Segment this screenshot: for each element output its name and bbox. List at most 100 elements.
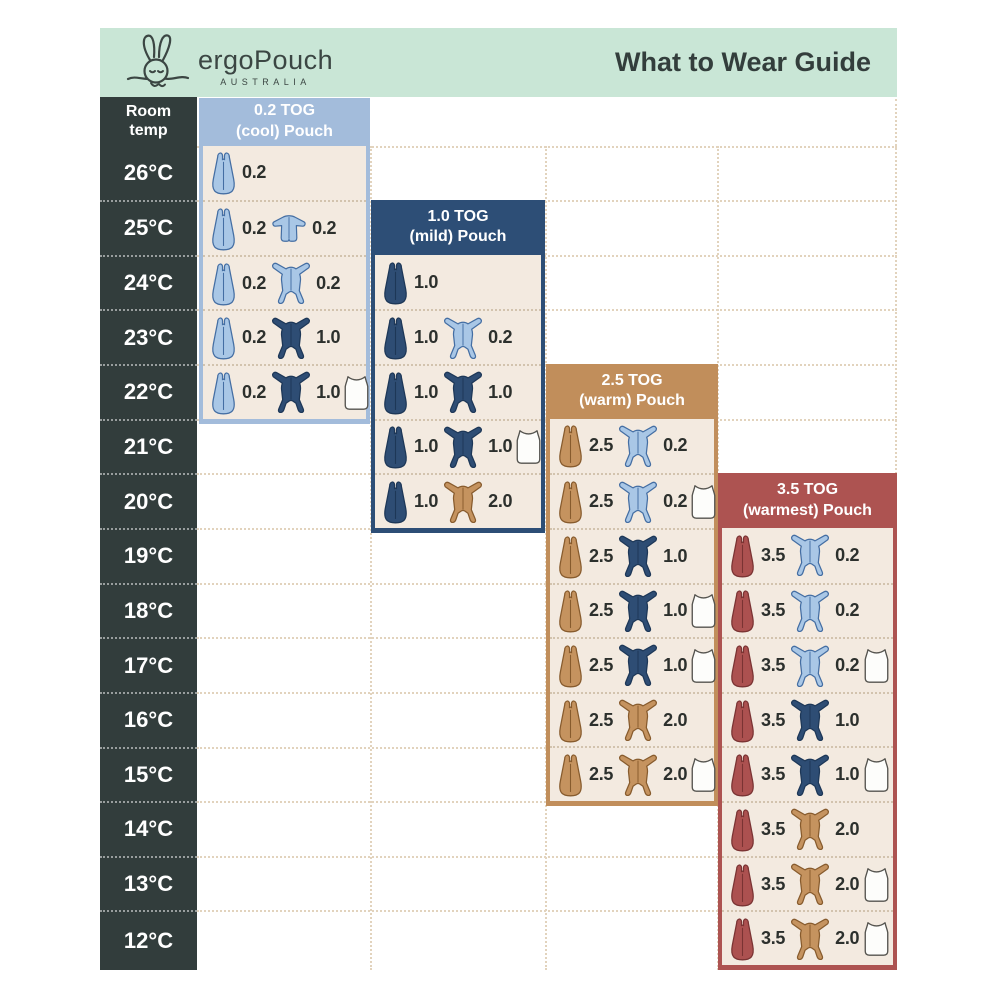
pouch-item: 3.5	[727, 642, 785, 689]
tog-value: 1.0	[316, 381, 341, 402]
singlet-item	[690, 592, 717, 629]
pouch-item: 3.5	[727, 532, 785, 579]
pouch-icon	[555, 751, 586, 798]
singlet-icon	[343, 374, 370, 411]
pouch-icon	[727, 806, 758, 853]
pouch-item: 2.5	[555, 533, 613, 580]
onesie-item: 2.0	[788, 918, 860, 960]
singlet-icon	[515, 428, 542, 465]
clothing-row-12°C: 3.5 2.0	[722, 910, 893, 965]
tog-value: 1.0	[316, 327, 341, 348]
pouch-icon	[208, 314, 239, 361]
temp-cell: 19°C	[100, 527, 197, 583]
romper-icon	[269, 212, 309, 244]
pouch-icon	[380, 259, 411, 306]
tog-value: 2.0	[835, 818, 860, 839]
temp-header-line1: Room	[125, 103, 172, 121]
onesie-icon	[616, 535, 660, 578]
onesie-icon	[616, 481, 660, 523]
temp-cell: 26°C	[123, 159, 174, 185]
onesie-icon	[441, 371, 485, 414]
temp-column-header: Room temp	[100, 97, 197, 146]
pouch-icon	[555, 478, 586, 525]
onesie-item: 0.2	[788, 645, 860, 687]
temp-cell: 15°C	[100, 746, 197, 802]
onesie-icon	[616, 590, 660, 632]
tog-value: 0.2	[242, 217, 267, 238]
onesie-item: 0.2	[269, 262, 341, 305]
clothing-row-17°C: 3.5 0.2	[722, 637, 893, 692]
tog-value: 0.2	[242, 327, 267, 348]
tog-value: 2.5	[589, 545, 614, 566]
onesie-item: 1.0	[269, 317, 341, 359]
tog-value: 2.0	[663, 709, 688, 730]
panel-title-line1: 3.5 TOG	[776, 480, 839, 498]
tog-value: 0.2	[312, 217, 337, 238]
grid-line-horizontal	[197, 309, 897, 312]
clothing-row-24°C: 1.0	[375, 255, 541, 310]
panel-body: 2.5 0.2 2.5 0.2 2.5 1.0 2.5 1.0 2.5 1.0 …	[550, 418, 717, 802]
panel-title: 3.5 TOG (warmest) Pouch	[718, 473, 897, 528]
tog-value: 3.5	[761, 709, 786, 730]
tog-value: 0.2	[242, 162, 267, 183]
tog-value: 1.0	[663, 545, 688, 566]
pouch-icon	[208, 149, 239, 196]
grid-line-horizontal	[197, 145, 897, 148]
clothing-row-16°C: 2.5 2.0	[550, 691, 714, 747]
pouch-item: 0.2	[208, 260, 266, 307]
pouch-icon	[208, 369, 239, 416]
onesie-item: 0.2	[788, 590, 860, 632]
onesie-icon	[441, 317, 485, 359]
temp-header-line2: temp	[129, 122, 168, 140]
singlet-item	[863, 647, 890, 684]
onesie-item: 1.0	[441, 426, 513, 468]
singlet-icon	[690, 756, 717, 793]
pouch-icon	[727, 861, 758, 908]
tog-value: 3.5	[761, 544, 786, 565]
singlet-icon	[863, 647, 890, 684]
pouch-item: 1.0	[380, 314, 438, 361]
brand-header: ergoPouch AUSTRALIA What to Wear Guide	[100, 28, 897, 97]
onesie-item: 1.0	[788, 754, 860, 796]
clothing-row-19°C: 2.5 1.0	[550, 527, 714, 583]
pouch-item: 3.5	[727, 915, 785, 962]
pouch-item: 3.5	[727, 697, 785, 744]
grid-line-horizontal	[197, 254, 897, 257]
temp-cell: 17°C	[100, 637, 197, 692]
clothing-row-15°C: 2.5 2.0	[550, 746, 717, 801]
clothing-row-21°C: 2.5 0.2	[550, 419, 714, 474]
onesie-icon	[616, 644, 660, 687]
tog-value: 2.5	[589, 435, 614, 456]
pouch-icon	[555, 697, 586, 744]
tog-value: 2.0	[835, 928, 860, 949]
panel-title: 2.5 TOG (warm) Pouch	[546, 364, 718, 419]
pouch-icon	[208, 205, 239, 252]
tog-value: 2.0	[488, 491, 513, 512]
tog-value: 2.5	[589, 654, 614, 675]
clothing-row-20°C: 1.0 2.0	[375, 473, 541, 528]
pouch-item: 3.5	[727, 587, 785, 634]
tog-value: 1.0	[414, 381, 439, 402]
singlet-icon	[690, 592, 717, 629]
onesie-item: 2.0	[616, 699, 688, 742]
singlet-item	[515, 428, 542, 465]
temp-cell: 25°C	[100, 200, 197, 255]
pouch-icon	[380, 423, 411, 470]
onesie-icon	[788, 918, 832, 960]
panel-title: 0.2 TOG (cool) Pouch	[199, 98, 370, 146]
panel-title-line1: 2.5 TOG	[601, 371, 663, 389]
onesie-item: 1.0	[616, 590, 688, 632]
pouch-item: 3.5	[727, 861, 785, 908]
tog-value: 1.0	[414, 436, 439, 457]
panel-title-line2: (warmest) Pouch	[743, 501, 872, 519]
onesie-icon	[788, 863, 832, 906]
panel-bottom-border	[199, 419, 370, 424]
panel-0-2-tog-cool: 0.2 TOG (cool) Pouch 0.2 0.2 0.2 0.2 0.2 …	[199, 98, 370, 424]
tog-value: 1.0	[663, 600, 688, 621]
onesie-icon	[441, 481, 485, 523]
panel-3-5-tog-warmest: 3.5 TOG (warmest) Pouch 3.5 0.2 3.5 0.2 3…	[718, 473, 897, 970]
grid-line-horizontal	[197, 200, 897, 203]
onesie-icon	[788, 754, 832, 796]
pouch-item: 2.5	[555, 751, 613, 798]
